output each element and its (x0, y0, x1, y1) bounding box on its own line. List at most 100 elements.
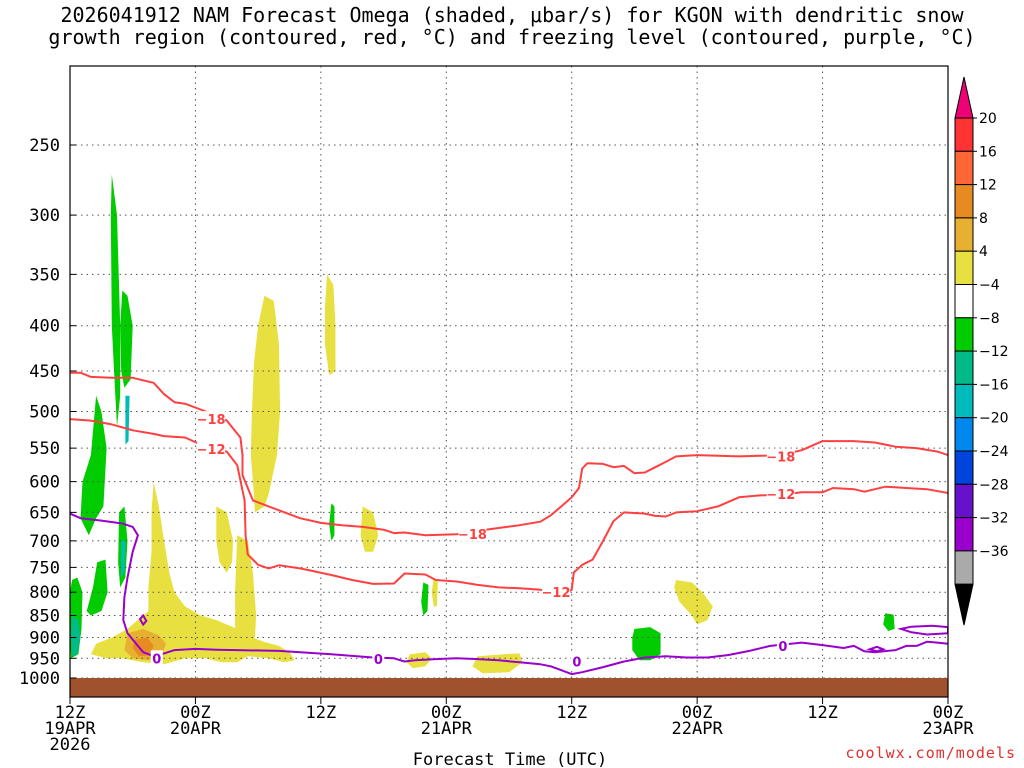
colorbar-cell-5 (954, 250, 974, 285)
colorbar-label-1: 16 (979, 144, 997, 160)
omega-region-17 (90, 481, 295, 665)
colorbar-label-12: −32 (979, 511, 1009, 527)
contour-label-bg-freezing-0c-0 (150, 650, 163, 666)
contour-label-bg-dgz-minus18-2 (766, 448, 795, 464)
contour-label-bg-dgz-minus18-1 (458, 526, 487, 542)
colorbar-cell-8 (954, 350, 974, 385)
contour-label-bg-freezing-0c-1 (372, 651, 385, 667)
chart-title: 2026041912 NAM Forecast Omega (shaded, μ… (0, 4, 1024, 48)
colorbar-label-10: −24 (979, 444, 1009, 460)
omega-region-7 (329, 503, 335, 541)
contour-label-freezing-0c-0: 0 (152, 652, 161, 667)
x-tick-label-0-2: 19APR (44, 719, 96, 739)
contour-label-dgz-minus12-1: −12 (542, 586, 571, 601)
x-tick-label-5-2: 22APR (672, 719, 724, 739)
plot-frame (69, 65, 949, 698)
omega-region-2 (120, 290, 133, 388)
terrain-ground (70, 678, 948, 697)
y-tick-label-400: 400 (29, 317, 60, 337)
contour-label-freezing-0c-3: 0 (778, 640, 787, 655)
y-tick-label-500: 500 (29, 403, 60, 423)
x-tick-label-7-2: 23APR (922, 719, 974, 739)
y-tick-label-1000: 1000 (19, 669, 60, 689)
contour-label-dgz-minus18-2: −18 (766, 450, 795, 465)
colorbar-label-7: −12 (979, 344, 1009, 360)
x-axis-title: Forecast Time (UTC) (413, 750, 607, 768)
colorbar-cell-7 (954, 317, 974, 352)
x-tick-label-2-1: 12Z (305, 703, 336, 723)
omega-region-11 (71, 615, 81, 657)
x-tick-label-5-1: 00Z (682, 703, 713, 723)
colorbar-cell-4 (954, 217, 974, 252)
x-tick-label-6-1: 12Z (807, 703, 838, 723)
y-tick-label-700: 700 (29, 532, 60, 552)
omega-region-18 (216, 506, 234, 573)
colorbar-label-13: −36 (979, 544, 1009, 560)
omega-region-8 (421, 582, 429, 616)
colorbar-cell-10 (954, 417, 974, 452)
omega-region-3 (80, 395, 107, 536)
y-tick-label-900: 900 (29, 628, 60, 648)
y-tick-label-250: 250 (29, 136, 60, 156)
omega-region-15 (325, 274, 336, 376)
contour-label-dgz-minus18-0: −18 (197, 413, 226, 428)
contour-label-bg-dgz-minus12-1 (542, 584, 571, 600)
colorbar-cell-6 (954, 284, 974, 319)
y-tick-label-600: 600 (29, 473, 60, 493)
x-tick-label-1-1: 00Z (180, 703, 211, 723)
colorbar-cell-14 (954, 550, 974, 585)
y-tick-label-950: 950 (29, 649, 60, 669)
y-tick-label-800: 800 (29, 583, 60, 603)
y-tick-label-750: 750 (29, 558, 60, 578)
contour-label-bg-dgz-minus18-0 (197, 411, 226, 427)
colorbar-cell-9 (954, 383, 974, 419)
contour-label-bg-dgz-minus12-0 (197, 440, 226, 456)
omega-shading-layer (70, 0, 895, 674)
omega-region-13 (125, 395, 130, 445)
omega-region-26 (132, 637, 154, 657)
colorbar-cell-12 (954, 483, 974, 519)
y-tick-label-550: 550 (29, 439, 60, 459)
contour-label-dgz-minus12-2: −12 (766, 488, 795, 503)
y-tick-label-350: 350 (29, 265, 60, 285)
x-tick-label-1-2: 20APR (170, 719, 222, 739)
colorbar: 20 16 12 8 4 −4 −8 −12 −16 −20 −24 −28 −32 −36 (954, 76, 1009, 626)
colorbar-cell-15 (954, 583, 974, 626)
y-tick-label-850: 850 (29, 607, 60, 627)
omega-region-12 (121, 540, 126, 578)
freezing-loop-2 (866, 645, 887, 653)
x-tick-label-0-1: 12Z (55, 703, 86, 723)
colorbar-cell-11 (954, 450, 974, 485)
freezing-loop-1 (897, 624, 948, 636)
omega-region-23 (472, 653, 523, 674)
y-tick-label-300: 300 (29, 206, 60, 226)
colorbar-label-0: 20 (979, 111, 997, 127)
omega-region-14 (250, 295, 281, 513)
omega-region-0 (122, 0, 135, 59)
colorbar-cell-2 (954, 150, 974, 186)
omega-region-24 (674, 580, 713, 625)
omega-region-5 (86, 559, 108, 616)
x-tick-label-0-3: 2026 (50, 735, 91, 755)
freezing-loop-0 (138, 613, 148, 627)
omega-region-9 (632, 627, 661, 661)
chart-title-line1: 2026041912 NAM Forecast Omega (shaded, μ… (60, 3, 964, 27)
grid-layer (70, 66, 948, 697)
contour-layer: −12 −12 −12 −18 −18 −18 0 0 0 0 (70, 371, 948, 676)
y-axis: 2503003504004505005506006507007508008509… (19, 136, 76, 689)
colorbar-label-6: −8 (979, 311, 1000, 327)
omega-region-19 (235, 535, 257, 646)
chart-title-line2: growth region (contoured, red, °C) and f… (48, 25, 976, 49)
contour-freezing-0c (70, 512, 948, 676)
colorbar-cell-0 (954, 76, 974, 119)
contour-label-freezing-0c-2: 0 (572, 656, 581, 671)
colorbar-label-2: 12 (979, 178, 997, 194)
credit-text: coolwx.com/models (845, 744, 1016, 762)
contour-label-dgz-minus12-0: −12 (197, 443, 226, 458)
colorbar-label-4: 4 (979, 244, 988, 260)
omega-region-10 (883, 613, 895, 631)
colorbar-label-11: −28 (979, 477, 1009, 493)
contour-label-bg-freezing-0c-2 (570, 653, 583, 669)
